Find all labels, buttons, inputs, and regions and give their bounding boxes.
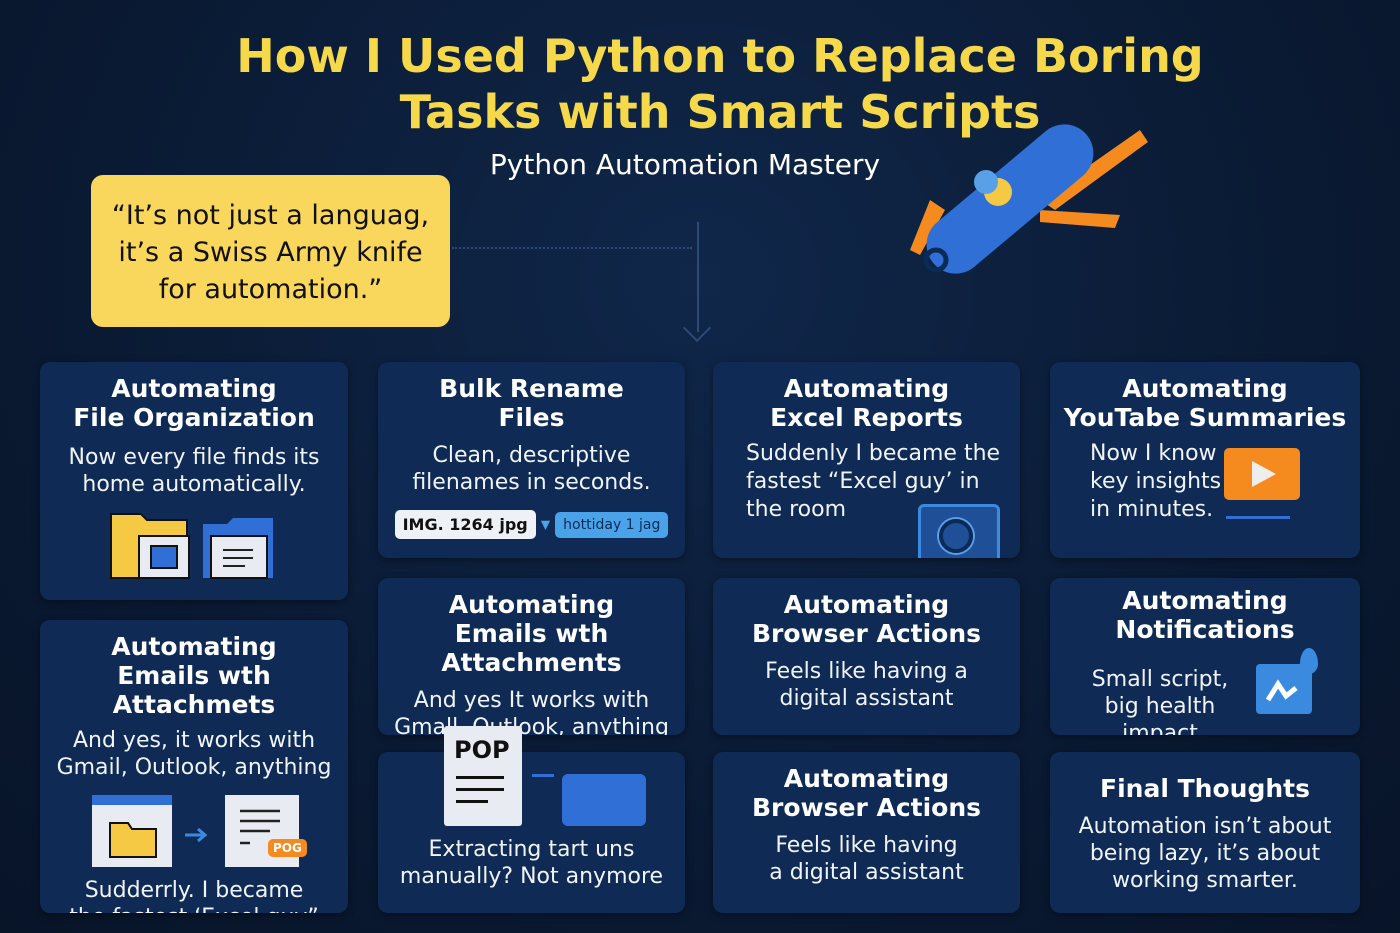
card-youtube-summaries: Automating YouTabe Summaries Now I know ke… — [1050, 362, 1360, 558]
subtitle: Python Automation Mastery — [489, 148, 881, 181]
old-filename: IMG. 1264 jpg — [394, 510, 536, 539]
card-file-organization: Automating File Organization Now every fi… — [40, 362, 348, 600]
new-filename: hottiday 1 jag — [555, 511, 669, 538]
card-bulk-rename: Bulk Rename Files Clean, descriptive filen… — [378, 362, 685, 558]
health-chart-icon — [1256, 648, 1318, 714]
card-browser-actions: Automating Browser Actions Feels like hav… — [713, 578, 1020, 735]
card-browser-actions-2: Automating Browser Actions Feels like hav… — [713, 752, 1020, 913]
connector-arrow — [697, 222, 699, 332]
swiss-knife-icon — [910, 124, 1148, 274]
arrow-down-icon: ▼ — [540, 517, 551, 532]
card-notifications: Automating Notifications Small script, big… — [1050, 578, 1360, 735]
card-final-thoughts: Final Thoughts Automation isn’t about bei… — [1050, 752, 1360, 913]
card-emails-attachments-2: Automating Emails wth Attachments And yes… — [378, 578, 685, 735]
card-emails-attachments: Automating Emails wth Attachmets And yes,… — [40, 620, 348, 913]
connector-line — [452, 247, 692, 249]
quote-box: “It’s not just a languag, it’s a Swiss A… — [91, 175, 450, 327]
arrow-down-icon — [682, 313, 712, 343]
card-pdf-extraction: POP Extracting tart uns manually? Not any… — [378, 726, 685, 913]
progress-bar — [1226, 516, 1290, 519]
card-excel-reports: Automating Excel Reports Suddenly I becam… — [713, 362, 1020, 558]
folders-icon — [110, 513, 273, 579]
play-icon — [1224, 448, 1300, 500]
folder-to-document-icon: POG — [40, 793, 348, 873]
pdf-document-icon: POP — [444, 726, 522, 826]
magnifier-icon — [918, 504, 1000, 558]
page-title: How I Used Python to Replace Boring Tasks… — [236, 29, 1204, 139]
folder-icon — [562, 774, 646, 826]
